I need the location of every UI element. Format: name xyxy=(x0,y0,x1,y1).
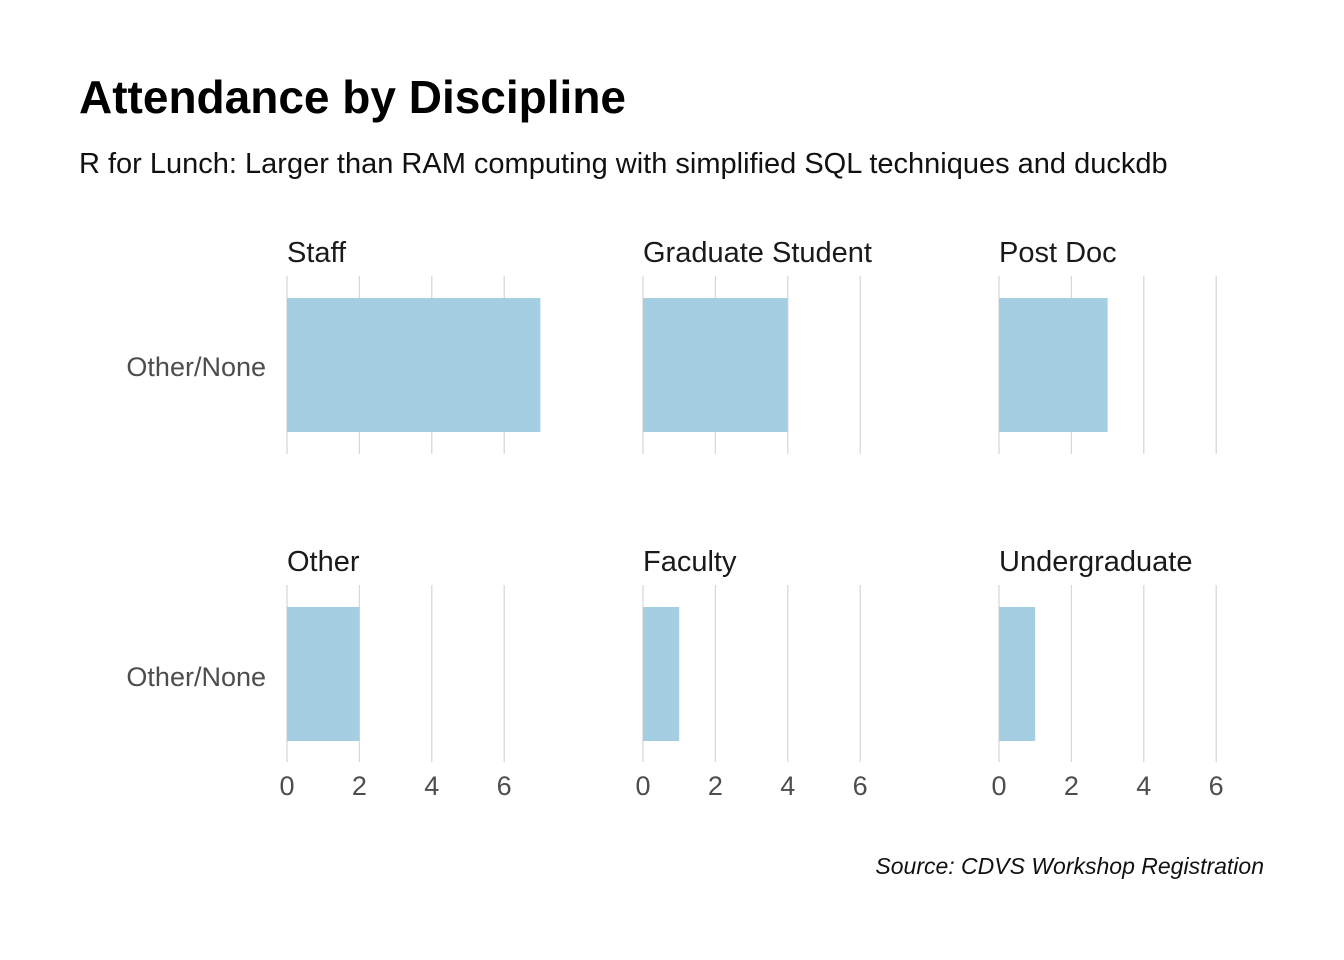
x-tick-label: 2 xyxy=(352,771,367,801)
x-tick-label: 0 xyxy=(991,771,1006,801)
bar xyxy=(287,607,360,741)
bar xyxy=(287,298,541,432)
facet-label: Other xyxy=(287,546,360,578)
x-tick-label: 2 xyxy=(1064,771,1079,801)
chart-caption: Source: CDVS Workshop Registration xyxy=(875,853,1264,879)
bar xyxy=(999,298,1108,432)
x-tick-label: 6 xyxy=(497,771,512,801)
x-tick-label: 6 xyxy=(853,771,868,801)
bar xyxy=(643,298,788,432)
x-tick-label: 0 xyxy=(635,771,650,801)
bar xyxy=(643,607,680,741)
y-tick-label: Other/None xyxy=(126,352,266,382)
chart-subtitle: R for Lunch: Larger than RAM computing w… xyxy=(79,148,1168,180)
facet-label: Graduate Student xyxy=(643,237,872,269)
x-tick-label: 4 xyxy=(424,771,439,801)
facet-label: Post Doc xyxy=(999,237,1117,269)
facet-label: Faculty xyxy=(643,546,737,578)
x-tick-label: 0 xyxy=(279,771,294,801)
facet-label: Undergraduate xyxy=(999,546,1192,578)
bar xyxy=(999,607,1036,741)
chart-title: Attendance by Discipline xyxy=(79,71,627,123)
x-tick-label: 4 xyxy=(780,771,795,801)
facet-label: Staff xyxy=(287,237,347,269)
x-tick-label: 4 xyxy=(1136,771,1151,801)
x-tick-label: 6 xyxy=(1209,771,1224,801)
y-tick-label: Other/None xyxy=(126,662,266,692)
x-tick-label: 2 xyxy=(708,771,723,801)
